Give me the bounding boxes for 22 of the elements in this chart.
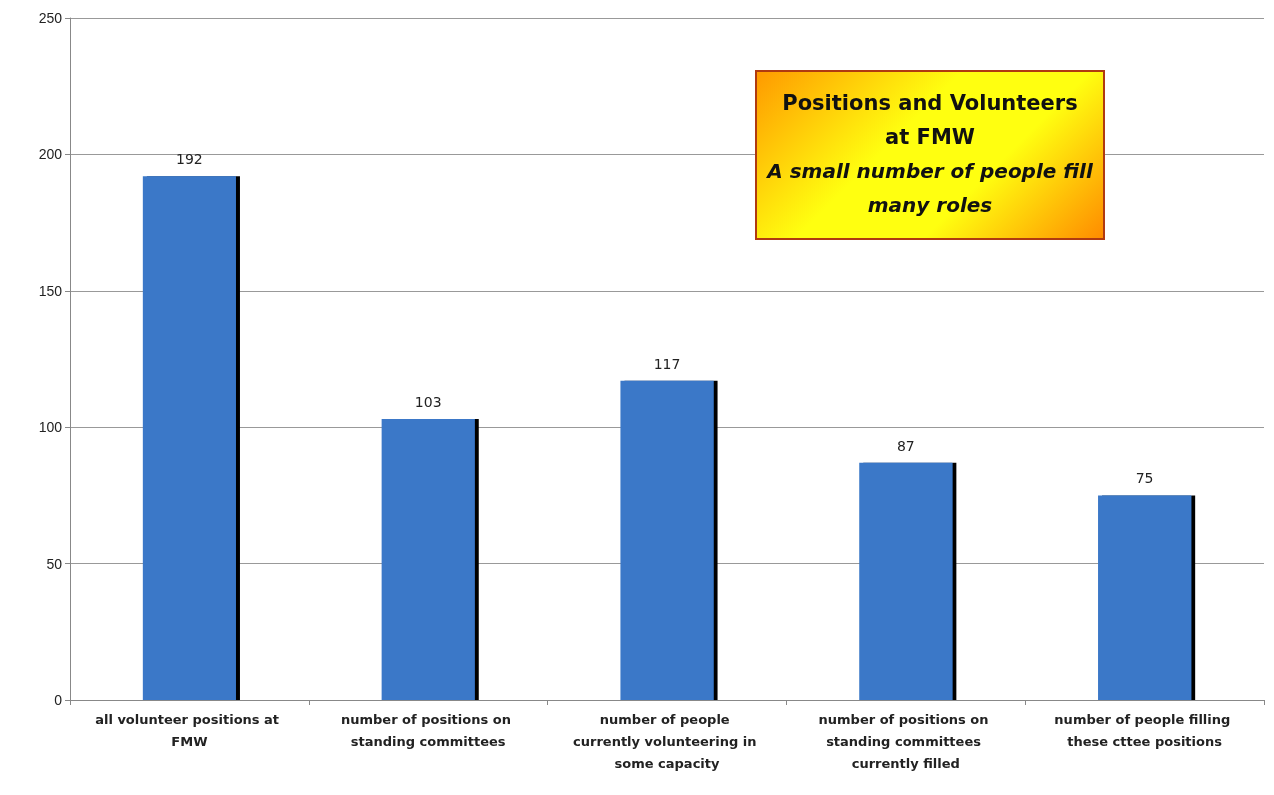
- bar: [620, 380, 714, 700]
- bar: [859, 462, 953, 700]
- data-label: 87: [896, 437, 915, 454]
- y-tick-label: 150: [38, 282, 63, 299]
- data-label: 117: [653, 355, 681, 372]
- bar: [1098, 495, 1192, 700]
- x-tick-label: number of positions on standing committees currently filled: [818, 711, 994, 771]
- y-tick-label: 200: [38, 146, 63, 163]
- data-label: 75: [1135, 470, 1154, 487]
- data-label: 192: [176, 151, 203, 168]
- y-tick-label: 50: [46, 555, 63, 572]
- y-tick-label: 0: [54, 692, 63, 708]
- x-tick-label: number of people filling these cttee positions: [1054, 711, 1235, 749]
- bar: [381, 419, 475, 700]
- data-label: 103: [414, 394, 442, 411]
- y-tick-label: 100: [38, 419, 63, 436]
- y-tick-label: 250: [38, 10, 63, 26]
- x-tick-label: number of people currently volunteering in some capacity: [573, 711, 761, 771]
- bar: [142, 176, 236, 700]
- title-box: Positions and Volunteers at FMW A small number of people fill many roles: [755, 70, 1105, 240]
- x-tick-label: number of positions on standing committees: [340, 711, 516, 749]
- x-tick-label: all volunteer positions at FMW: [95, 711, 284, 749]
